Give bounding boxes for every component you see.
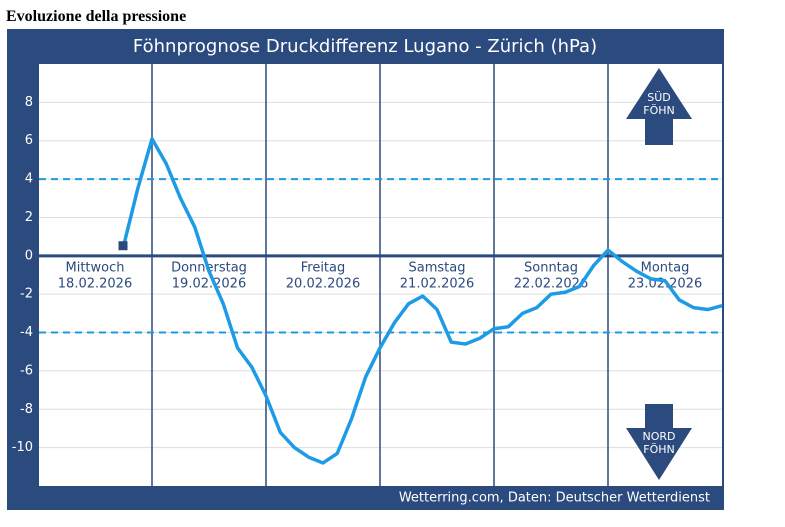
start-marker <box>118 241 128 251</box>
day-label: Mittwoch <box>66 261 125 276</box>
arrow-down <box>626 404 692 480</box>
y-tick-label: 6 <box>25 133 33 148</box>
day-date: 18.02.2026 <box>58 277 132 292</box>
data-line <box>121 137 723 465</box>
day-date: 22.02.2026 <box>514 277 588 292</box>
day-date: 23.02.2026 <box>628 277 702 292</box>
y-tick-label: -10 <box>12 440 33 455</box>
y-tick-label: 2 <box>25 210 33 225</box>
arrow-up <box>626 68 692 145</box>
y-tick-label: -8 <box>20 402 33 417</box>
y-tick-label: -2 <box>20 287 33 302</box>
page-heading: Evoluzione della pressione <box>6 8 187 25</box>
day-label: Montag <box>641 261 690 276</box>
day-label: Freitag <box>301 261 346 276</box>
day-date: 19.02.2026 <box>172 277 246 292</box>
y-tick-label: 0 <box>25 248 33 263</box>
arrow-down-label: NORD <box>643 430 676 443</box>
day-date: 20.02.2026 <box>286 277 360 292</box>
day-label: Samstag <box>409 261 466 276</box>
y-tick-label: 4 <box>25 172 33 187</box>
y-tick-label: -6 <box>20 363 33 378</box>
chart-title: Föhnprognose Druckdifferenz Lugano - Zür… <box>133 36 597 57</box>
arrow-down-label: FÖHN <box>643 443 675 456</box>
arrow-up-label: FÖHN <box>643 104 675 117</box>
arrow-up-label: SÜD <box>647 91 671 104</box>
day-date: 21.02.2026 <box>400 277 474 292</box>
day-label: Sonntag <box>524 261 578 276</box>
y-tick-label: 8 <box>25 95 33 110</box>
y-tick-label: -4 <box>20 325 33 340</box>
source: Wetterring.com, Daten: Deutscher Wetterd… <box>399 491 710 506</box>
